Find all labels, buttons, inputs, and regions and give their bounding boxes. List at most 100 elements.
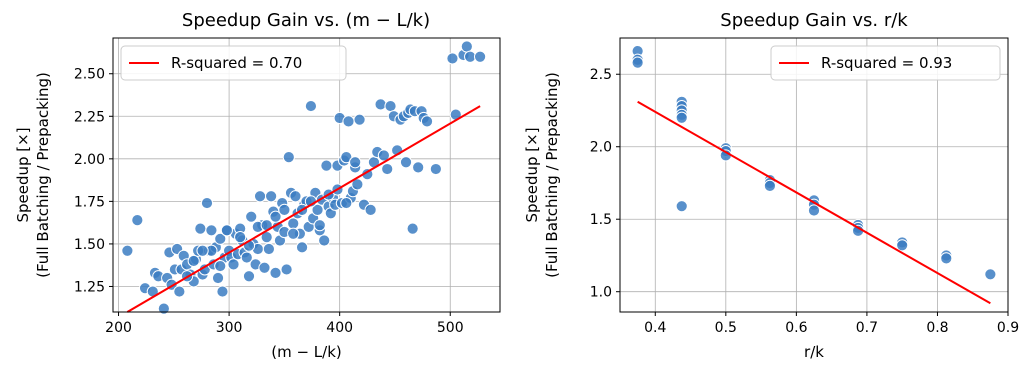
data-point	[631, 56, 644, 69]
data-point	[446, 52, 459, 65]
data-point	[807, 204, 821, 217]
data-point	[429, 162, 442, 176]
legend-box	[120, 45, 347, 81]
data-point	[353, 113, 366, 126]
x-tick-label: 0.5	[715, 320, 737, 336]
chart-title: Speedup Gain vs. r/k	[720, 10, 908, 31]
y-tick-label: 2.50	[74, 67, 105, 83]
plot-frame	[112, 37, 501, 313]
data-point	[364, 203, 377, 216]
y-tick-label: 1.5	[590, 212, 612, 228]
data-point	[304, 99, 318, 113]
x-tick-label: 200	[105, 320, 132, 336]
x-tick-label: 400	[326, 320, 353, 336]
data-point	[406, 222, 419, 235]
data-point	[282, 151, 295, 164]
data-point	[311, 203, 324, 216]
data-point	[377, 149, 390, 162]
data-point	[420, 115, 434, 128]
data-point	[675, 111, 688, 124]
y-tick-label: 2.00	[74, 152, 105, 168]
data-point	[318, 234, 331, 247]
regression-line	[126, 105, 481, 313]
y-axis-label: Speedup [×]	[14, 127, 32, 222]
data-point	[280, 263, 293, 276]
y-axis-label-line2: (Full Batching / Prepacking)	[34, 72, 52, 278]
data-point	[278, 203, 291, 216]
data-point	[265, 190, 278, 203]
data-point	[381, 162, 394, 176]
data-point	[227, 258, 240, 271]
data-point	[173, 285, 186, 298]
data-point	[214, 259, 227, 273]
chart-right: 0.4 0.5 0.6 0.7 0.8 0.9 1.0 1.5 2.0 2.5 Speedup Ga…	[523, 10, 1019, 361]
regression-line	[637, 100, 991, 305]
data-point	[242, 270, 256, 283]
y-tick-label: 2.5	[590, 67, 612, 83]
data-point	[374, 98, 387, 111]
data-point	[675, 200, 688, 213]
y-tick-label: 1.0	[590, 285, 612, 301]
y-axis-label-line2: (Full Batching / Prepacking)	[543, 72, 561, 278]
data-point	[121, 244, 134, 257]
data-point	[320, 159, 333, 172]
data-point	[216, 285, 229, 298]
legend-label: R-squared = 0.70	[171, 54, 302, 72]
data-point	[245, 210, 258, 223]
data-point	[211, 271, 225, 285]
data-point	[187, 254, 200, 268]
data-point	[896, 239, 909, 252]
legend-box	[770, 45, 1001, 81]
data-point	[412, 161, 425, 174]
data-point	[269, 210, 282, 223]
x-tick-label: 0.9	[997, 320, 1019, 336]
data-point	[287, 217, 300, 230]
data-point	[258, 261, 271, 274]
x-axis-label: (m − L/k)	[271, 343, 342, 361]
x-tick-label: 0.4	[644, 320, 666, 336]
data-point	[384, 99, 397, 113]
data-point	[349, 156, 362, 169]
data-point	[399, 156, 413, 169]
data-point	[157, 302, 170, 315]
y-tick-label: 1.25	[74, 279, 105, 295]
data-point	[984, 268, 997, 281]
data-point	[269, 266, 282, 279]
data-point	[340, 196, 353, 210]
x-tick-label: 500	[437, 320, 464, 336]
data-point	[205, 224, 218, 237]
y-tick-label: 2.25	[74, 109, 105, 125]
data-point	[289, 190, 302, 203]
data-point	[940, 252, 953, 265]
x-tick-label: 0.8	[926, 320, 948, 336]
data-point	[214, 232, 227, 245]
data-point	[234, 231, 247, 244]
data-point	[287, 227, 300, 240]
data-point	[295, 241, 309, 254]
data-point	[131, 213, 144, 227]
y-tick-label: 1.50	[74, 237, 105, 253]
y-tick-label: 1.75	[74, 194, 105, 210]
x-axis-label: r/k	[804, 343, 824, 361]
data-point	[460, 40, 473, 53]
data-point	[196, 244, 209, 257]
data-point	[220, 224, 233, 237]
x-tick-label: 0.7	[856, 320, 878, 336]
data-point	[253, 190, 267, 203]
data-point	[313, 219, 326, 232]
chart-left: 200 300 400 500 1.25 1.50 1.75 2.00 2.25 2.50 Spee…	[14, 10, 501, 361]
chart-title: Speedup Gain vs. (m − L/k)	[182, 10, 430, 31]
data-point	[763, 179, 777, 192]
data-point	[473, 50, 487, 63]
plot-frame	[619, 37, 1009, 313]
x-tick-label: 0.6	[785, 320, 807, 336]
y-axis-label: Speedup [×]	[523, 127, 541, 222]
data-point	[194, 222, 207, 235]
data-point	[342, 115, 355, 128]
x-tick-label: 300	[216, 320, 243, 336]
legend-label: R-squared = 0.93	[821, 54, 952, 72]
data-point	[200, 196, 214, 210]
y-tick-label: 2.0	[590, 140, 612, 156]
